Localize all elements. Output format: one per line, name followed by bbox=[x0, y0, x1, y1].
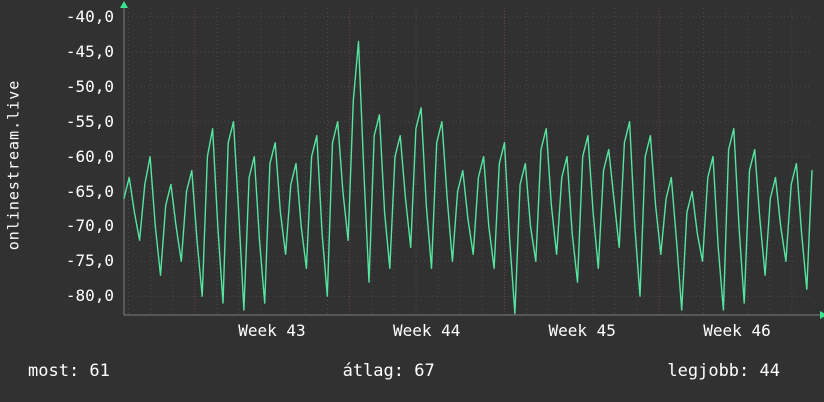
stat-best: legjobb: 44 bbox=[667, 361, 780, 381]
y-tick-label: -50,0 bbox=[65, 76, 114, 96]
x-tick-label: Week 45 bbox=[548, 321, 616, 340]
signal-series-line bbox=[123, 40, 813, 315]
y-tick-label: -60,0 bbox=[65, 146, 114, 166]
y-tick-label: -65,0 bbox=[65, 181, 114, 201]
y-tick-label: -40,0 bbox=[65, 7, 114, 27]
y-tick-label: -80,0 bbox=[65, 286, 114, 306]
x-tick-label: Week 46 bbox=[703, 321, 771, 340]
x-tick-label: Week 43 bbox=[238, 321, 306, 340]
stat-average: átlag: 67 bbox=[342, 361, 435, 381]
y-tick-label: -45,0 bbox=[65, 41, 114, 61]
x-tick-label: Week 44 bbox=[393, 321, 461, 340]
stats-bar: most: 61 átlag: 67 legjobb: 44 bbox=[0, 356, 824, 386]
y-tick-label: -70,0 bbox=[65, 216, 114, 236]
y-tick-label: -55,0 bbox=[65, 111, 114, 131]
stat-current: most: 61 bbox=[28, 361, 110, 381]
y-axis-labels: -40,0 -45,0 -50,0 -55,0 -60,0 -65,0 -70,0 -75,0… bbox=[0, 0, 118, 402]
y-tick-label: -75,0 bbox=[65, 251, 114, 271]
